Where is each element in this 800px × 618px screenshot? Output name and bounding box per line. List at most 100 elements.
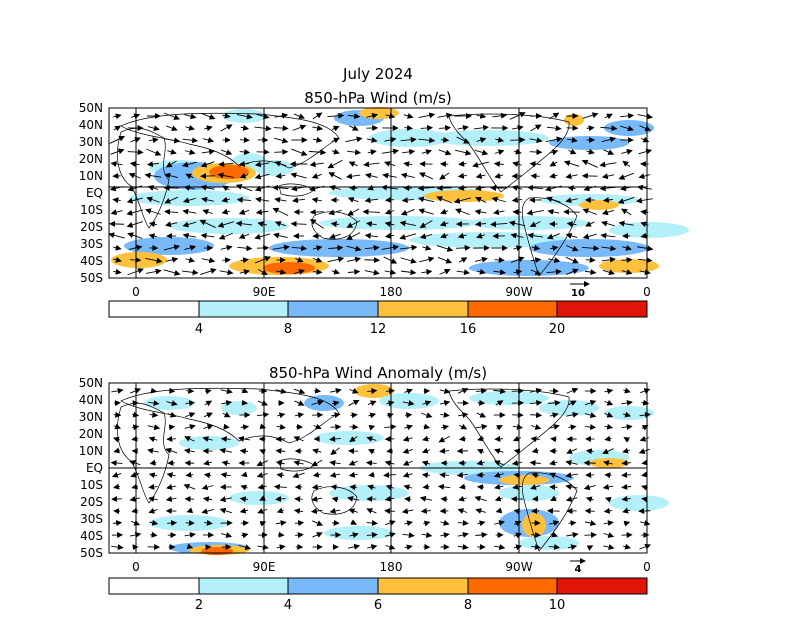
wind-vector-arrow — [275, 495, 286, 502]
wind-vector-arrow — [621, 495, 631, 502]
wind-vector-arrow — [457, 124, 469, 131]
wind-vector-arrow — [549, 245, 559, 252]
wind-vector-arrow — [182, 137, 199, 144]
wind-vector-arrow — [346, 220, 361, 228]
wind-speed-shading — [304, 395, 344, 411]
wind-vector-arrow — [184, 149, 196, 155]
wind-vector-arrow — [240, 124, 250, 131]
wind-vector-arrow — [384, 161, 396, 167]
wind-vector-arrow — [529, 387, 543, 394]
colorbar-segment — [377, 300, 469, 318]
wind-vector-arrow — [621, 459, 631, 466]
wind-vector-arrow — [603, 149, 615, 155]
wind-vector-arrow — [458, 435, 466, 442]
wind-vector-arrow — [582, 208, 598, 215]
wind-speed-shading — [324, 526, 394, 540]
wind-vector-arrow — [421, 269, 433, 275]
wind-vector-arrow — [331, 137, 340, 144]
wind-vector-arrow — [382, 172, 397, 179]
wind-vector-arrow — [311, 173, 322, 179]
wind-vector-arrow — [368, 424, 376, 431]
wind-vector-arrow — [621, 148, 633, 155]
colorbar-segment — [467, 577, 558, 595]
wind-speed-shading — [499, 485, 559, 501]
lon-label: 90W — [505, 560, 532, 574]
wind-vector-arrow — [492, 209, 505, 216]
wind-vector-arrow — [274, 148, 289, 155]
wind-vector-arrow — [437, 112, 453, 119]
wind-vector-arrow — [512, 209, 522, 216]
wind-vector-arrow — [202, 436, 213, 442]
wind-vector-arrow — [273, 125, 289, 132]
wind-vector-arrow — [458, 257, 468, 263]
wind-vector-arrow — [617, 196, 635, 204]
wind-vector-arrow — [148, 400, 160, 407]
wind-vector-arrow — [438, 435, 451, 443]
wind-vector-arrow — [419, 172, 434, 180]
wind-vector-arrow — [241, 532, 249, 539]
wind-vector-arrow — [364, 172, 378, 179]
wind-speed-shading — [522, 513, 546, 537]
wind-vector-arrow — [220, 436, 231, 443]
wind-vector-arrow — [109, 136, 126, 144]
wind-vector-arrow — [257, 221, 268, 228]
wind-vector-arrow — [384, 136, 397, 143]
wind-vector-arrow — [272, 184, 289, 191]
wind-vector-arrow — [144, 172, 162, 179]
wind-vector-arrow — [312, 112, 323, 120]
wind-vector-arrow — [184, 532, 196, 538]
reference-vector-label: 10 — [571, 288, 585, 299]
wind-vector-arrow — [345, 136, 363, 143]
wind-vector-arrow — [126, 221, 143, 228]
lon-label: 0 — [132, 285, 140, 299]
wind-vector-arrow — [419, 256, 435, 263]
colorbar-tick-label: 4 — [284, 598, 292, 613]
wind-vector-arrow — [475, 531, 488, 538]
wind-vector-arrow — [149, 519, 159, 526]
wind-vector-arrow — [330, 221, 340, 228]
wind-vector-arrow — [165, 221, 178, 228]
wind-vector-arrow — [203, 459, 212, 466]
wind-speed-shading — [144, 396, 194, 410]
wind-vector-arrow — [150, 531, 158, 538]
wind-vector-arrow — [293, 460, 304, 466]
wind-vector-arrow — [272, 244, 290, 251]
wind-vector-arrow — [622, 507, 631, 514]
wind-vector-arrow — [238, 233, 250, 239]
wind-vector-arrow — [110, 160, 123, 167]
wind-vector-arrow — [623, 520, 631, 527]
wind-vector-arrow — [219, 447, 233, 454]
wind-vector-arrow — [530, 484, 541, 490]
wind-vector-arrow — [601, 220, 615, 227]
lat-label: 50S — [80, 271, 103, 285]
wind-vector-arrow — [185, 256, 196, 263]
grid-lines — [109, 383, 647, 553]
wind-speed-shading — [229, 491, 289, 505]
wind-vector-arrow — [311, 496, 323, 502]
wind-vector-arrow — [639, 543, 652, 550]
wind-vector-arrow — [294, 520, 305, 527]
map-frame — [108, 382, 669, 555]
wind-speed-shading — [424, 190, 504, 202]
wind-speed-shading — [579, 200, 619, 210]
wind-vector-arrow — [256, 113, 270, 120]
wind-vector-arrow — [348, 399, 360, 406]
wind-vector-arrow — [417, 185, 435, 192]
wind-vector-arrow — [599, 161, 617, 168]
wind-vector-arrow — [254, 233, 271, 240]
wind-vector-arrow — [130, 137, 141, 143]
wind-vector-arrow — [275, 172, 286, 179]
wind-vector-arrow — [112, 520, 123, 527]
wind-vector-arrow — [457, 388, 469, 394]
wind-vector-arrow — [348, 460, 358, 466]
wind-vector-arrow — [436, 196, 453, 204]
wind-vector-arrow — [201, 148, 216, 155]
wind-vector-arrow — [381, 148, 400, 155]
wind-vector-arrow — [513, 245, 523, 252]
colorbar-tick-label: 6 — [374, 598, 382, 613]
wind-vector-arrow — [385, 484, 394, 491]
wind-vector-arrow — [621, 257, 633, 263]
colorbar-tick-label: 16 — [460, 322, 477, 337]
wind-vector-arrow — [219, 507, 232, 514]
lat-label: 50S — [80, 546, 103, 560]
